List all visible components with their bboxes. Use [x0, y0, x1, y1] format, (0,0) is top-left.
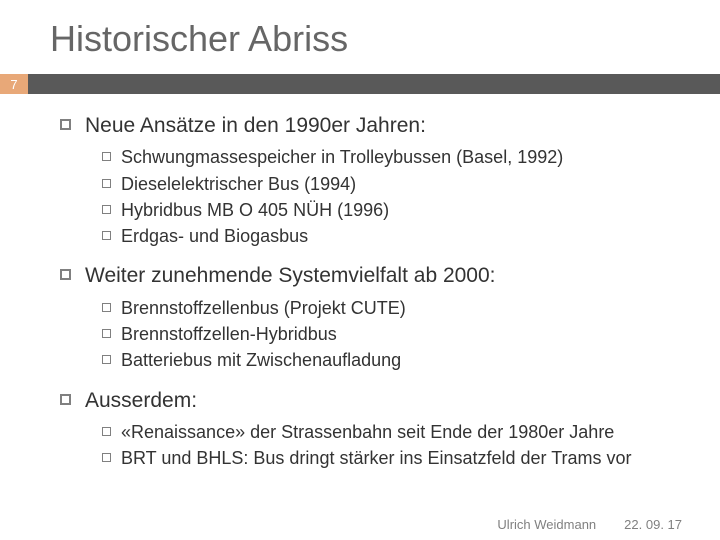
sub-list: Brennstoffzellenbus (Projekt CUTE) Brenn…: [60, 296, 680, 373]
square-bullet-icon: [102, 355, 111, 364]
square-bullet-icon: [102, 303, 111, 312]
list-item: Dieselelektrischer Bus (1994): [102, 172, 680, 196]
list-item: Schwungmassespeicher in Trolleybussen (B…: [102, 145, 680, 169]
square-bullet-icon: [102, 427, 111, 436]
list-item-text: Batteriebus mit Zwischenaufladung: [121, 348, 401, 372]
list-item-text: Brennstoffzellen-Hybridbus: [121, 322, 337, 346]
section-heading-row: Weiter zunehmende Systemvielfalt ab 2000…: [60, 262, 680, 289]
list-item-text: Hybridbus MB O 405 NÜH (1996): [121, 198, 389, 222]
list-item: BRT und BHLS: Bus dringt stärker ins Ein…: [102, 446, 680, 470]
list-item-text: Erdgas- und Biogasbus: [121, 224, 308, 248]
list-item-text: Brennstoffzellenbus (Projekt CUTE): [121, 296, 406, 320]
section-heading: Ausserdem:: [85, 387, 197, 414]
list-item: Brennstoffzellen-Hybridbus: [102, 322, 680, 346]
accent-bar: 7: [0, 74, 720, 94]
sub-list: Schwungmassespeicher in Trolleybussen (B…: [60, 145, 680, 248]
square-bullet-icon: [102, 231, 111, 240]
slide-title: Historischer Abriss: [0, 0, 720, 74]
square-bullet-icon: [102, 152, 111, 161]
square-bullet-icon: [60, 269, 71, 280]
sub-list: «Renaissance» der Strassenbahn seit Ende…: [60, 420, 680, 471]
slide-footer: Ulrich Weidmann 22. 09. 17: [497, 517, 682, 532]
square-bullet-icon: [60, 394, 71, 405]
list-item: Hybridbus MB O 405 NÜH (1996): [102, 198, 680, 222]
section-heading: Neue Ansätze in den 1990er Jahren:: [85, 112, 426, 139]
list-item: Brennstoffzellenbus (Projekt CUTE): [102, 296, 680, 320]
slide-content: Neue Ansätze in den 1990er Jahren: Schwu…: [0, 94, 720, 471]
list-item-text: Schwungmassespeicher in Trolleybussen (B…: [121, 145, 563, 169]
list-item: «Renaissance» der Strassenbahn seit Ende…: [102, 420, 680, 444]
section-heading-row: Ausserdem:: [60, 387, 680, 414]
section-heading: Weiter zunehmende Systemvielfalt ab 2000…: [85, 262, 496, 289]
list-item: Erdgas- und Biogasbus: [102, 224, 680, 248]
list-item: Batteriebus mit Zwischenaufladung: [102, 348, 680, 372]
square-bullet-icon: [102, 205, 111, 214]
list-item-text: Dieselelektrischer Bus (1994): [121, 172, 356, 196]
square-bullet-icon: [102, 329, 111, 338]
square-bullet-icon: [102, 179, 111, 188]
list-item-text: «Renaissance» der Strassenbahn seit Ende…: [121, 420, 614, 444]
footer-date: 22. 09. 17: [624, 517, 682, 532]
list-item-text: BRT und BHLS: Bus dringt stärker ins Ein…: [121, 446, 632, 470]
section-heading-row: Neue Ansätze in den 1990er Jahren:: [60, 112, 680, 139]
page-number-box: 7: [0, 74, 28, 94]
footer-author: Ulrich Weidmann: [497, 517, 596, 532]
square-bullet-icon: [102, 453, 111, 462]
square-bullet-icon: [60, 119, 71, 130]
